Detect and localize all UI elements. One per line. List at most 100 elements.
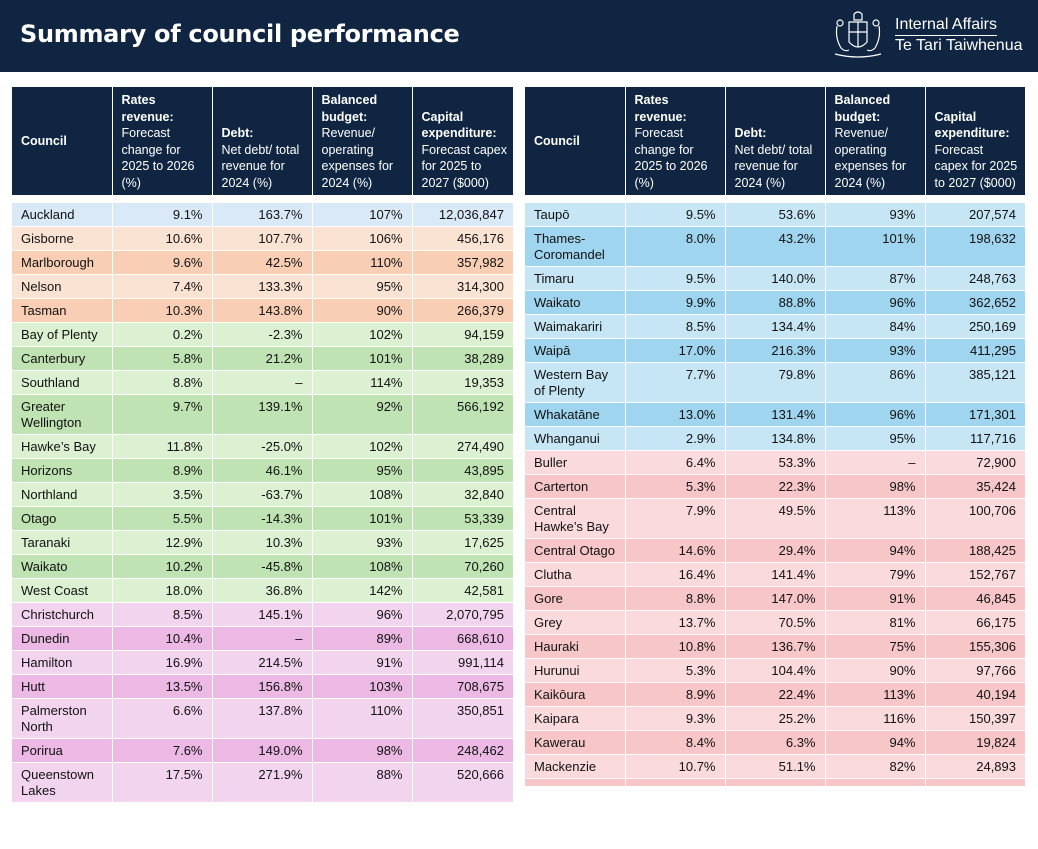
council-name-cell: Central Hawke’s Bay [525,497,626,538]
council-name-cell: West Coast [12,577,113,602]
col-budget: Balanced budget: Revenue/ operating expen… [825,87,926,195]
capex-cell: 100,706 [925,497,1025,538]
rates-cell: 8.8% [112,369,213,394]
table-row: Kaipara 9.3% 25.2% 116% 150,397 [525,705,1025,730]
capex-cell: 274,490 [412,433,513,458]
table-row: Central Otago 14.6% 29.4% 94% 188,425 [525,537,1025,562]
brand-line-1: Internal Affairs [895,15,997,36]
table-row: Taranaki 12.9% 10.3% 93% 17,625 [12,529,513,554]
council-name-cell: Hawke’s Bay [12,433,113,458]
capex-cell: 12,036,847 [412,201,513,226]
rates-cell: 6.4% [625,449,726,474]
debt-cell: 25.2% [725,705,826,730]
rates-cell: 9.7% [112,393,213,434]
table-row: Waimakariri 8.5% 134.4% 84% 250,169 [525,313,1025,338]
capex-cell: 456,176 [412,225,513,250]
budget-cell: 102% [312,433,413,458]
debt-cell: 107.7% [212,225,313,250]
table-row: Auckland 9.1% 163.7% 107% 12,036,847 [12,201,513,226]
capex-cell: 17,625 [412,529,513,554]
table-row: Whakatāne 13.0% 131.4% 96% 171,301 [525,401,1025,426]
table-row: Timaru 9.5% 140.0% 87% 248,763 [525,265,1025,290]
budget-cell: 86% [825,361,926,402]
budget-cell: 95% [312,273,413,298]
council-name-cell: Waimakariri [525,313,626,338]
council-name-cell: Queenstown Lakes [12,761,113,802]
budget-cell: 108% [312,481,413,506]
debt-cell: 271.9% [212,761,313,802]
capex-cell: 350,851 [412,697,513,738]
debt-cell: -63.7% [212,481,313,506]
council-name-cell: Gisborne [12,225,113,250]
table-row: Grey 13.7% 70.5% 81% 66,175 [525,609,1025,634]
capex-cell: 72,900 [925,449,1025,474]
debt-cell: 137.8% [212,697,313,738]
capex-cell: 66,175 [925,609,1025,634]
budget-cell: 82% [825,753,926,778]
rates-cell: 5.3% [625,657,726,682]
budget-cell: 110% [312,697,413,738]
council-table-left: Council Rates revenue: Forecast change fo… [12,87,513,802]
budget-cell: 107% [312,201,413,226]
debt-cell: 36.8% [212,577,313,602]
debt-cell: -45.8% [212,553,313,578]
rates-cell: 0.2% [112,321,213,346]
council-name-cell: Whakatāne [525,401,626,426]
table-row: Marlborough 9.6% 42.5% 110% 357,982 [12,249,513,274]
debt-cell: 43.2% [725,225,826,266]
budget-cell: 113% [825,497,926,538]
budget-cell: 90% [312,297,413,322]
capex-cell: 314,300 [412,273,513,298]
budget-cell: 114% [312,369,413,394]
rates-cell: 16.9% [112,649,213,674]
debt-cell: 21.2% [212,345,313,370]
capex-cell: 40,194 [925,681,1025,706]
budget-cell: 93% [312,529,413,554]
rates-cell: 10.2% [112,553,213,578]
capex-cell: 171,301 [925,401,1025,426]
rates-cell: 18.0% [112,577,213,602]
capex-cell: 198,632 [925,225,1025,266]
rates-cell: 8.5% [625,313,726,338]
rates-cell: 9.5% [625,265,726,290]
rates-cell: 5.8% [112,345,213,370]
rates-cell: 8.4% [625,729,726,754]
capex-cell: 38,289 [412,345,513,370]
rates-cell: 14.6% [625,537,726,562]
table-row: Kaikōura 8.9% 22.4% 113% 40,194 [525,681,1025,706]
rates-cell: 8.9% [625,681,726,706]
budget-cell: 88% [312,761,413,802]
budget-cell: 98% [312,737,413,762]
council-name-cell: Western Bay of Plenty [525,361,626,402]
debt-cell: 149.0% [212,737,313,762]
table-row: Waipā 17.0% 216.3% 93% 411,295 [525,337,1025,362]
rates-cell: 6.6% [112,697,213,738]
capex-cell: 250,169 [925,313,1025,338]
rates-cell: 8.0% [625,225,726,266]
budget-cell: 87% [825,265,926,290]
budget-cell: 89% [312,625,413,650]
budget-cell: 102% [312,321,413,346]
budget-cell: 96% [825,401,926,426]
debt-cell: 51.1% [725,753,826,778]
col-council: Council [12,87,113,195]
council-name-cell: Hurunui [525,657,626,682]
capex-cell: 94,159 [412,321,513,346]
council-name-cell: Clutha [525,561,626,586]
council-name-cell: Horizons [12,457,113,482]
council-name-cell: Thames-Coromandel [525,225,626,266]
debt-cell: 140.0% [725,265,826,290]
debt-cell: -25.0% [212,433,313,458]
rates-cell: 3.5% [112,481,213,506]
debt-cell: 29.4% [725,537,826,562]
rates-cell: 10.7% [625,753,726,778]
table-row: Otago 5.5% -14.3% 101% 53,339 [12,505,513,530]
capex-cell: 32,840 [412,481,513,506]
council-name-cell: Otago [12,505,113,530]
council-name-cell: Taranaki [12,529,113,554]
council-name-cell: Hutt [12,673,113,698]
rates-cell: 17.0% [625,337,726,362]
table-row: Gore 8.8% 147.0% 91% 46,845 [525,585,1025,610]
rates-cell: 10.4% [112,625,213,650]
council-name-cell: Timaru [525,265,626,290]
